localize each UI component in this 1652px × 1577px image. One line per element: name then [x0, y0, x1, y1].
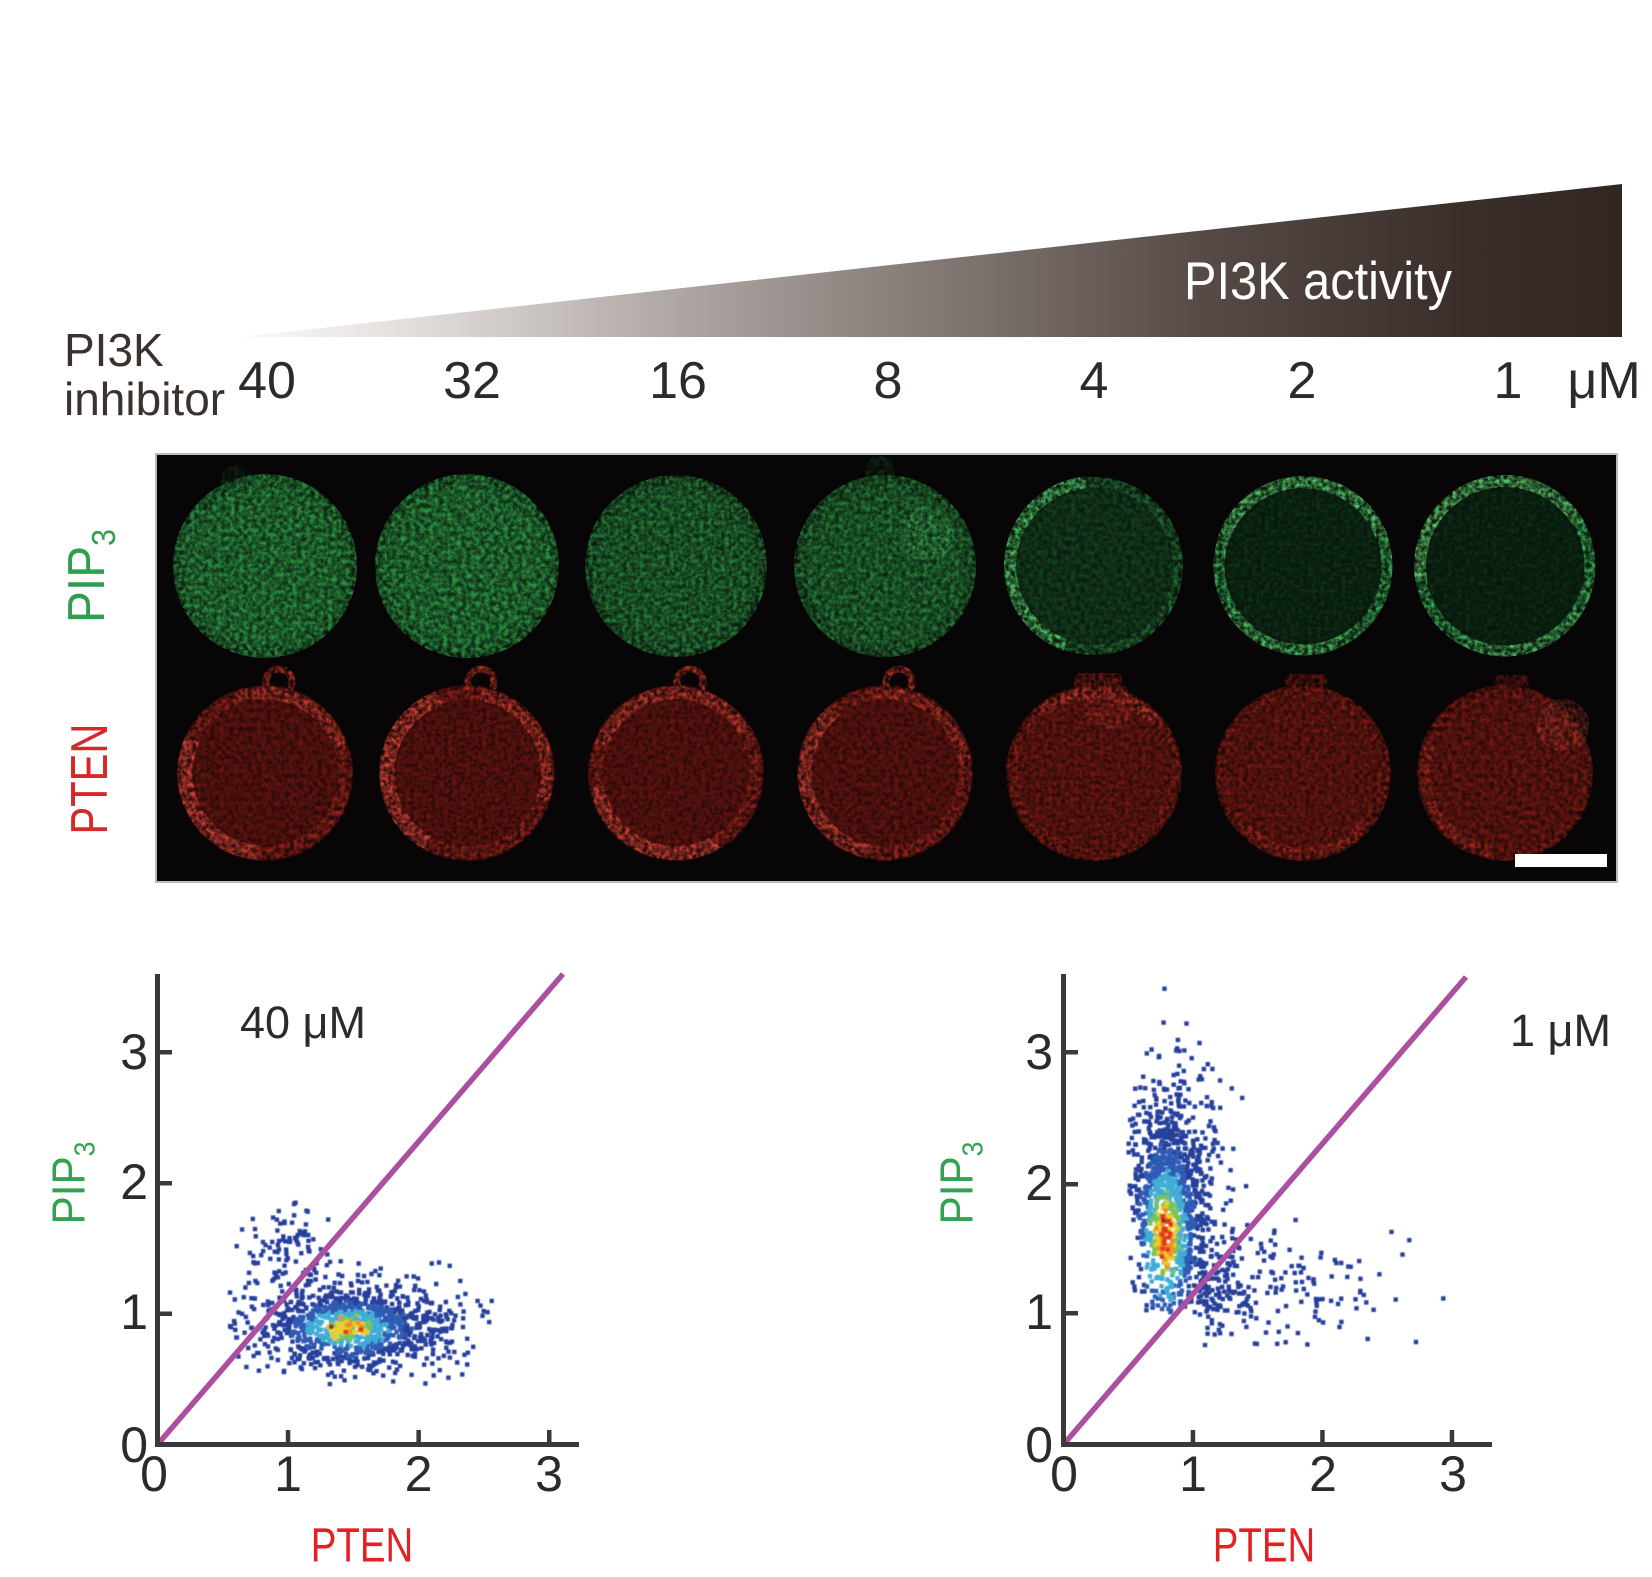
svg-text:0: 0: [1050, 1446, 1078, 1502]
svg-text:1: 1: [120, 1284, 148, 1340]
svg-text:1: 1: [1179, 1446, 1207, 1502]
svg-text:2: 2: [120, 1154, 148, 1210]
svg-text:2: 2: [405, 1446, 433, 1502]
svg-text:0: 0: [140, 1446, 168, 1502]
svg-text:1: 1: [1025, 1284, 1053, 1340]
svg-text:2: 2: [1309, 1446, 1337, 1502]
svg-text:3: 3: [1025, 1024, 1053, 1080]
svg-text:0: 0: [120, 1417, 148, 1473]
svg-text:PI3K activity: PI3K activity: [1184, 252, 1452, 311]
svg-text:3: 3: [120, 1024, 148, 1080]
svg-text:0: 0: [1025, 1417, 1053, 1473]
svg-text:1: 1: [274, 1446, 302, 1502]
svg-text:40 μM: 40 μM: [240, 997, 366, 1048]
svg-text:3: 3: [1439, 1446, 1467, 1502]
svg-text:2: 2: [1025, 1155, 1053, 1211]
svg-text:3: 3: [535, 1446, 563, 1502]
svg-text:1 μM: 1 μM: [1510, 1005, 1611, 1056]
